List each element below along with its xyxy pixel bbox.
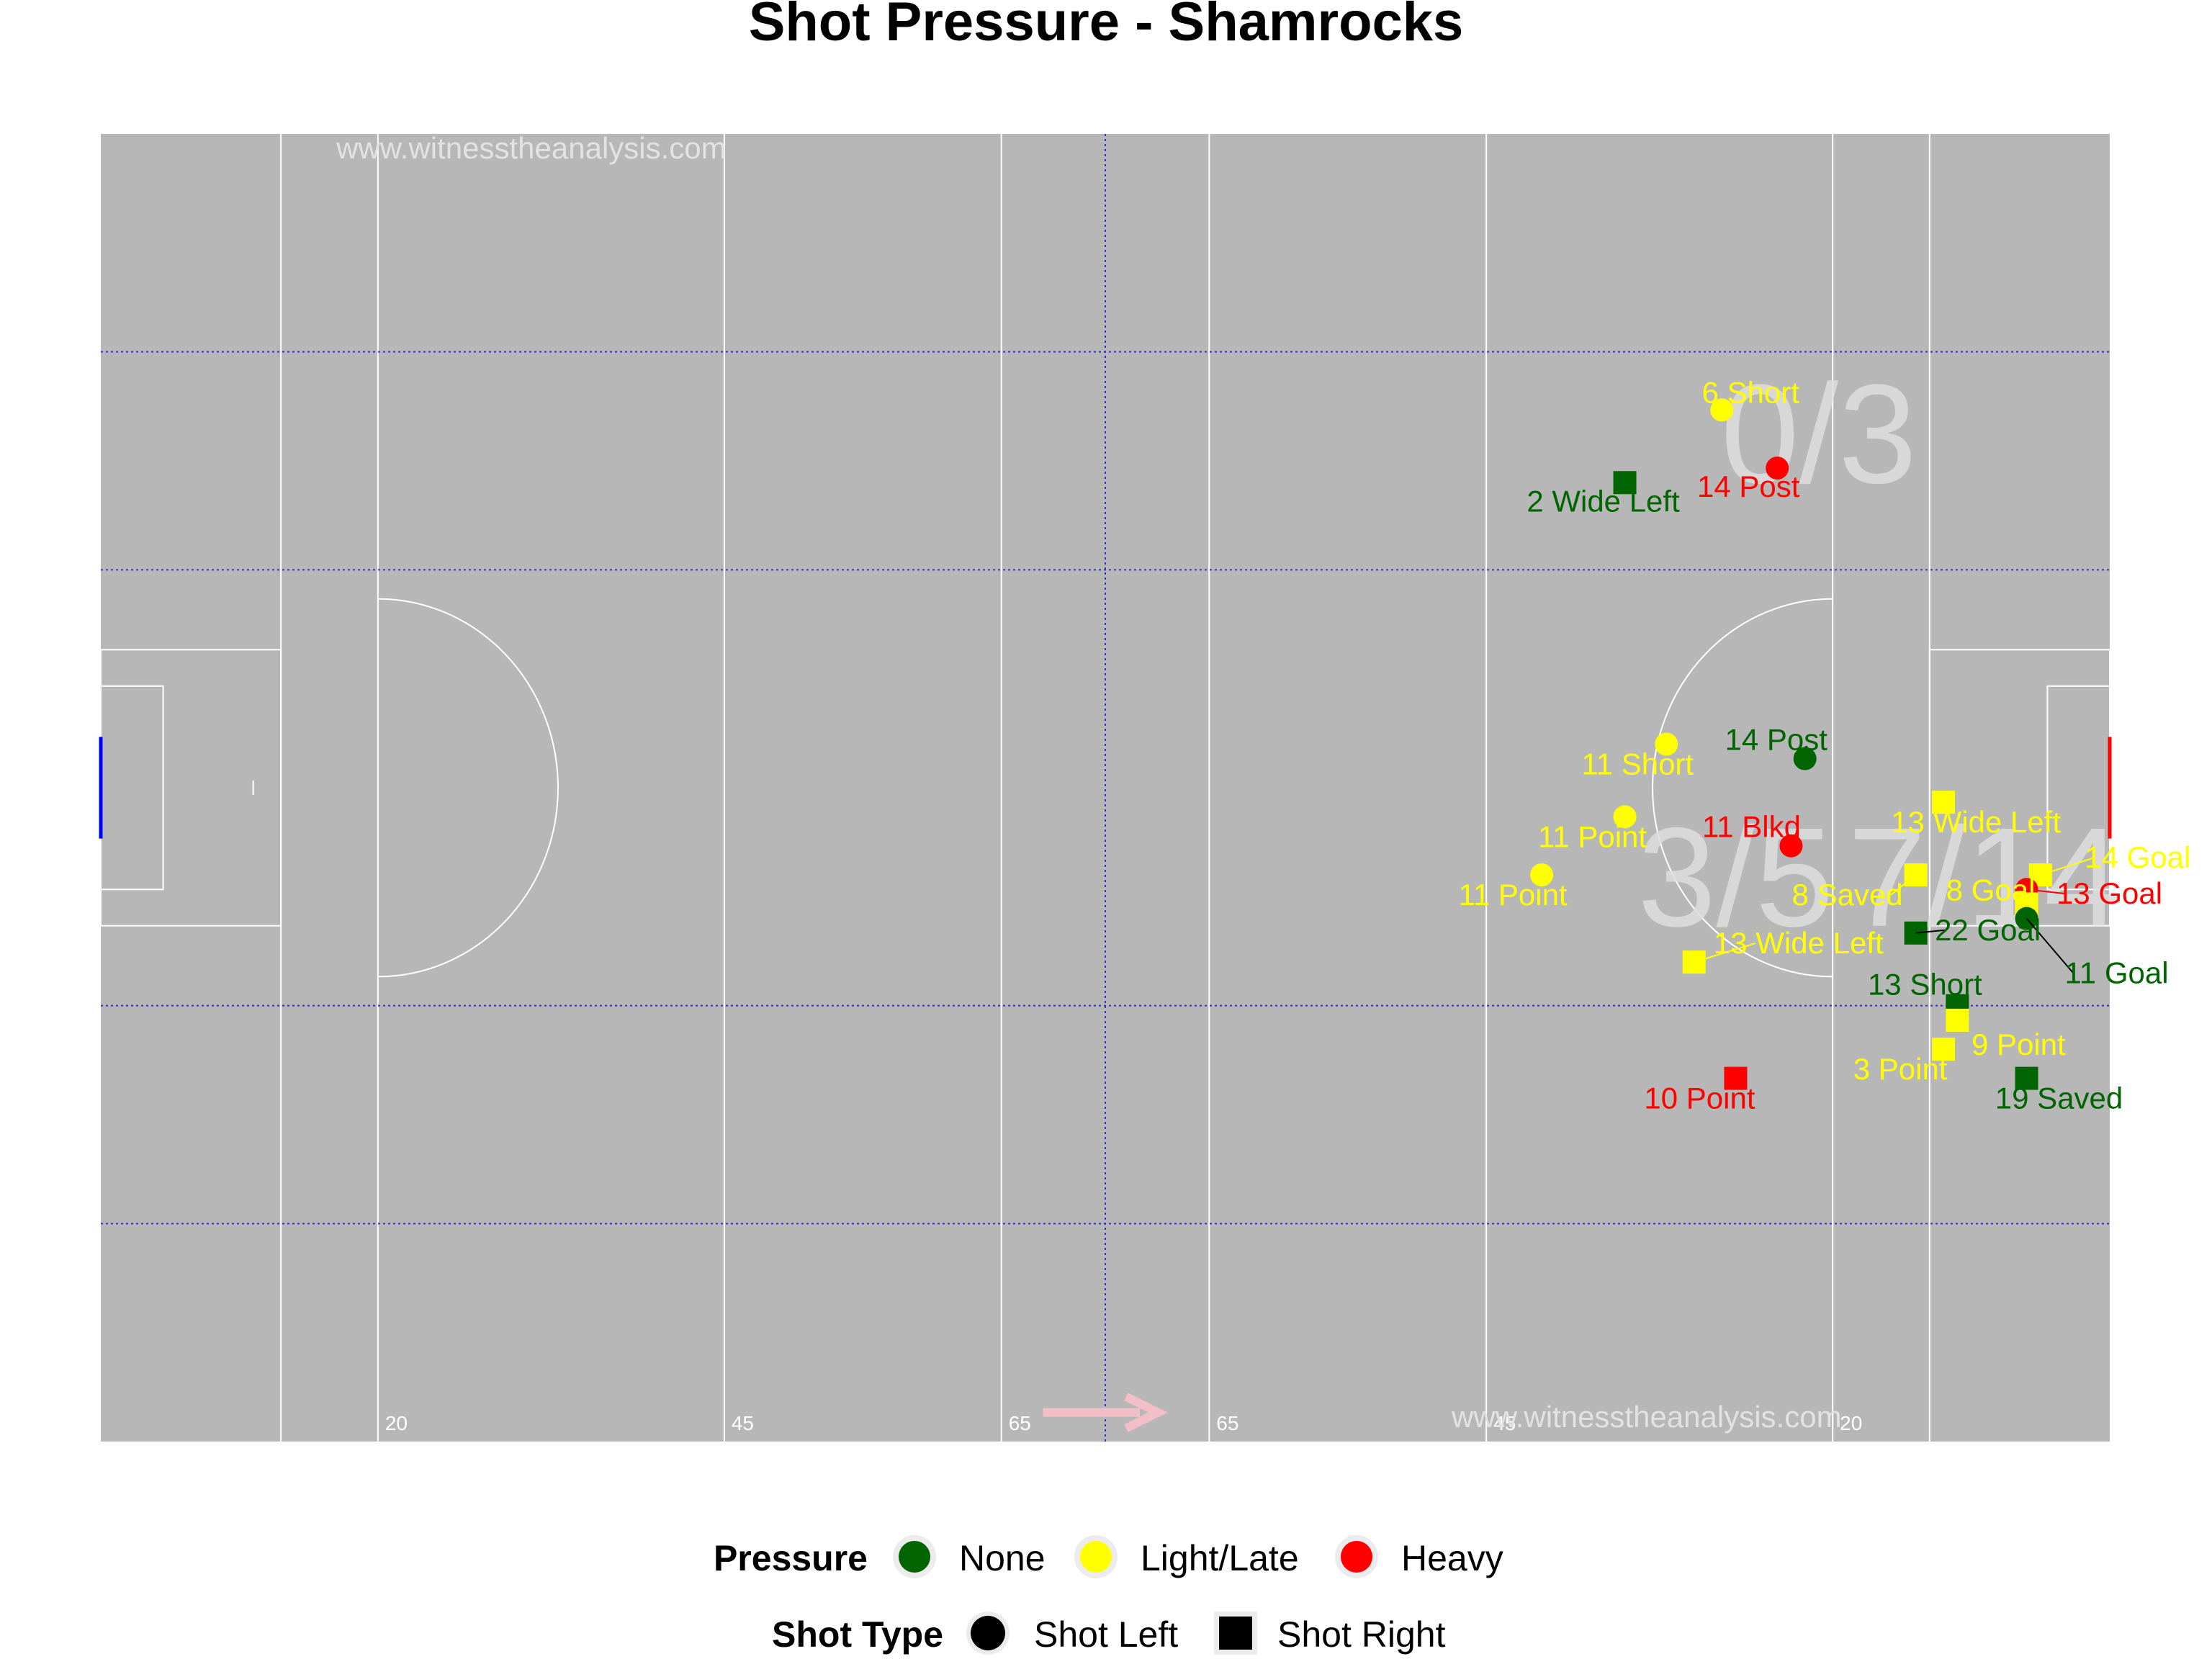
shot-point bbox=[1946, 1008, 1969, 1032]
shot-label: 10 Point bbox=[1644, 1082, 1755, 1115]
shot-label: 11 Point bbox=[1538, 819, 1647, 853]
legend-label-none: None bbox=[959, 1538, 1046, 1578]
legend: Pressure None Light/Late Heavy Shot Type… bbox=[714, 1535, 1503, 1655]
shot-point bbox=[1724, 1066, 1748, 1090]
shot-label: 13 Goal bbox=[2056, 876, 2162, 910]
shot-label: 22 Goal bbox=[1935, 913, 2041, 947]
shot-label: 11 Short bbox=[1581, 747, 1694, 781]
shot-point bbox=[1613, 471, 1637, 495]
shot-label: 9 Point bbox=[1972, 1028, 2066, 1061]
legend-key-none bbox=[899, 1541, 930, 1573]
shot-point bbox=[2015, 1066, 2038, 1090]
legend-key-shot-left bbox=[971, 1616, 1005, 1650]
shot-label: 14 Post bbox=[1697, 469, 1800, 503]
shot-point bbox=[1779, 834, 1803, 858]
shot-label: 14 Goal bbox=[2085, 840, 2190, 874]
label-leader bbox=[2026, 917, 2074, 974]
legend-key-shot-right bbox=[1219, 1617, 1252, 1650]
distance-label: 65 bbox=[1216, 1412, 1238, 1434]
legend-shot-type-title: Shot Type bbox=[772, 1614, 943, 1655]
shot-points bbox=[1530, 398, 2052, 1090]
zone-score: 0/3 bbox=[1721, 355, 1917, 513]
shot-point bbox=[1613, 805, 1637, 829]
zone-score: 3/5 bbox=[1637, 799, 1833, 956]
shot-point bbox=[1710, 398, 1734, 422]
attack-arrow-head bbox=[1124, 1393, 1168, 1433]
chart-title: Shot Pressure - Shamrocks bbox=[749, 0, 1464, 53]
shot-label: 6 Short bbox=[1702, 375, 1800, 409]
shot-label: 2 Wide Left bbox=[1527, 484, 1680, 518]
shot-point bbox=[1655, 732, 1678, 756]
pitch bbox=[99, 134, 2112, 1442]
shot-label: 11 Blkd bbox=[1702, 810, 1801, 844]
arc-left bbox=[377, 598, 559, 978]
shot-label: 19 Saved bbox=[1995, 1082, 2123, 1115]
distance-label: 20 bbox=[385, 1412, 408, 1434]
label-leader bbox=[2026, 889, 2067, 895]
guide-lines bbox=[101, 134, 2110, 1442]
legend-pressure-title: Pressure bbox=[714, 1538, 868, 1578]
pitch-surface bbox=[101, 134, 2110, 1442]
shot-label: 11 Goal bbox=[2065, 956, 2169, 990]
shot-point bbox=[1530, 863, 1554, 887]
label-leader bbox=[1915, 929, 1945, 934]
pitch-text: 20 45 65 65 45 20www.witnesstheanalysis.comww… bbox=[336, 131, 2122, 1434]
label-leader bbox=[1694, 943, 1756, 963]
label-leader bbox=[2040, 857, 2095, 876]
distance-label: 45 bbox=[1493, 1412, 1516, 1434]
shot-point bbox=[1766, 457, 1789, 480]
shot-label: 8 Saved bbox=[1792, 878, 1903, 912]
shot-point bbox=[1793, 747, 1817, 770]
shot-label: 13 Short bbox=[1868, 968, 1982, 1002]
legend-label-shot-right: Shot Right bbox=[1277, 1614, 1446, 1655]
shot-label: 13 Wide Left bbox=[1891, 805, 2061, 839]
watermark-text: www.witnesstheanalysis.com bbox=[336, 131, 727, 165]
shot-label: 14 Post bbox=[1725, 723, 1827, 757]
shot-label: 11 Point bbox=[1459, 878, 1568, 912]
watermark-text: www.witnesstheanalysis.com bbox=[1451, 1400, 1842, 1434]
shot-labels: 6 Short 14 Post 2 Wide Left 11 Short 14 Post… bbox=[1459, 375, 2191, 1115]
shot-point bbox=[1932, 1038, 1956, 1061]
shot-point bbox=[1932, 791, 1956, 814]
legend-key-heavy bbox=[1341, 1541, 1372, 1573]
shot-label: 3 Point bbox=[1853, 1052, 1948, 1086]
label-leader bbox=[1889, 874, 1917, 896]
distance-label: 20 bbox=[1840, 1412, 1862, 1434]
legend-label-shot-left: Shot Left bbox=[1034, 1614, 1178, 1655]
distance-label: 65 bbox=[1009, 1412, 1031, 1434]
legend-label-light-late: Light/Late bbox=[1141, 1538, 1299, 1578]
legend-key-light-late bbox=[1080, 1541, 1112, 1573]
shot-label: 8 Goal bbox=[1946, 873, 2036, 907]
zone-score: 7/14 bbox=[1848, 799, 2122, 956]
shot-label: 13 Wide Left bbox=[1714, 926, 1884, 960]
distance-label: 45 bbox=[732, 1412, 754, 1434]
arc-right bbox=[1652, 598, 1833, 978]
legend-label-heavy: Heavy bbox=[1401, 1538, 1503, 1578]
